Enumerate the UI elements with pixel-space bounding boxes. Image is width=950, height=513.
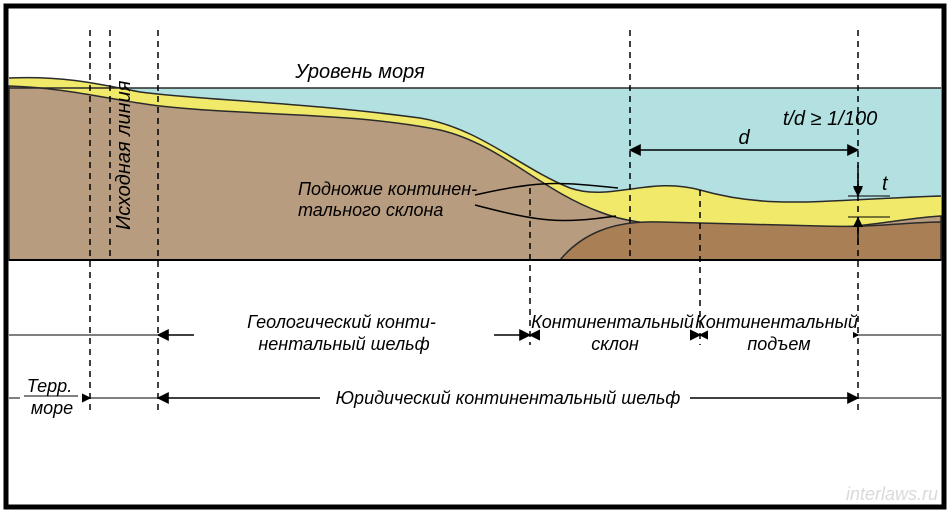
diagram-svg: Уровень моря Исходная линия t/d ≥ 1/100 … bbox=[0, 0, 950, 513]
watermark: interlaws.ru bbox=[846, 484, 938, 504]
continental-shelf-diagram: Уровень моря Исходная линия t/d ≥ 1/100 … bbox=[0, 0, 950, 513]
lower-land-layer bbox=[560, 222, 941, 260]
d-label: d bbox=[738, 127, 750, 149]
legal-shelf-label: Юридический континентальный шельф bbox=[336, 388, 681, 408]
baseline-label: Исходная линия bbox=[113, 80, 135, 230]
formula-label: t/d ≥ 1/100 bbox=[783, 108, 877, 130]
sea-level-label: Уровень моря bbox=[294, 61, 425, 83]
